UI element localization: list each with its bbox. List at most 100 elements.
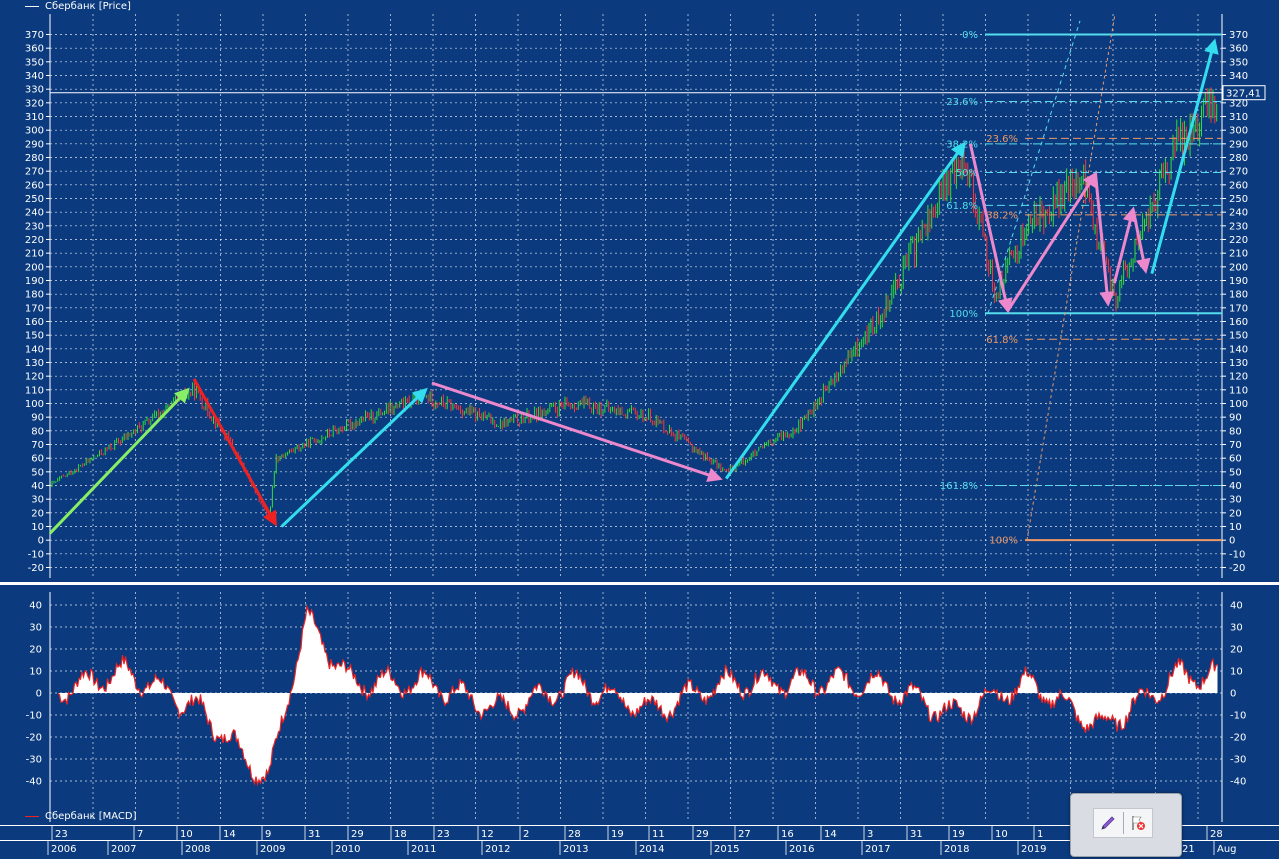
price-legend-label: Сбербанк [Price] — [45, 1, 131, 12]
price-tick-label-right: 120 — [1229, 372, 1248, 383]
date-day-label: 3 — [867, 829, 873, 840]
date-year-label: 2008 — [185, 844, 210, 855]
price-tick-label-right: 130 — [1229, 358, 1248, 369]
trend-arrow — [1112, 206, 1138, 284]
price-tick-label-right: 160 — [1229, 317, 1248, 328]
price-tick-label: 70 — [31, 440, 44, 451]
price-tick-label-right: 40 — [1229, 481, 1242, 492]
price-tick-label-right: -10 — [1229, 549, 1245, 560]
macd-tick-label: -40 — [26, 777, 42, 788]
macd-chart-svg[interactable]: 40 40 30 30 20 20 10 10 0 0 -10 -10 -20 -20 -30 -30 -40 -… — [0, 587, 1279, 822]
date-year-label: 2019 — [1021, 844, 1046, 855]
date-year-label: 2014 — [639, 844, 664, 855]
trend-arrow — [431, 381, 723, 483]
date-day-label: 10 — [180, 829, 193, 840]
fib-level-label: 38.2% — [986, 210, 1018, 221]
price-legend-swatch — [25, 5, 39, 7]
price-tick-label: 300 — [25, 126, 44, 137]
price-tick-label: -10 — [28, 549, 44, 560]
price-tick-label-right: 210 — [1229, 249, 1248, 260]
price-tick-label-right: 140 — [1229, 344, 1248, 355]
date-year-label: 2018 — [944, 844, 969, 855]
date-day-label: 29 — [696, 829, 709, 840]
price-tick-label: 120 — [25, 372, 44, 383]
date-day-label: 2 — [523, 829, 529, 840]
price-tick-label-right: 240 — [1229, 208, 1248, 219]
price-chart[interactable]: -20 -20 -10 -10 0 0 10 10 20 20 30 30 40 40 50 50 60 60 70… — [0, 0, 1279, 580]
price-grid — [50, 14, 1222, 578]
date-day-label: 7 — [137, 829, 143, 840]
price-tick-label: 0 — [38, 536, 44, 547]
date-year-label: 2006 — [51, 844, 76, 855]
price-tick-label: 220 — [25, 235, 44, 246]
fib-level-label: 100% — [949, 309, 978, 320]
panel-divider[interactable] — [0, 582, 1279, 585]
macd-legend-label: Сбербанк [MACD] — [45, 811, 137, 822]
price-tick-label: 250 — [25, 194, 44, 205]
price-tick-label: 210 — [25, 249, 44, 260]
date-year-label: 21 — [1182, 844, 1195, 855]
price-tick-label-right: 110 — [1229, 385, 1248, 396]
toolbar-popup — [1070, 793, 1182, 857]
price-tick-label: 80 — [31, 426, 44, 437]
price-tick-label-right: 50 — [1229, 467, 1242, 478]
price-chart-svg[interactable]: -20 -20 -10 -10 0 0 10 10 20 20 30 30 40 40 50 50 60 60 70… — [0, 0, 1279, 580]
fib-fan-line — [987, 20, 1081, 314]
price-tick-label-right: 360 — [1229, 44, 1248, 55]
price-tick-label: 10 — [31, 522, 44, 533]
trend-arrow — [1150, 38, 1219, 275]
price-tick-label-right: 70 — [1229, 440, 1242, 451]
fib-level-label: 23.6% — [986, 134, 1018, 145]
macd-legend: Сбербанк [MACD] — [25, 811, 136, 822]
fib-level-label: 61.8% — [986, 335, 1018, 346]
remove-flag-icon[interactable] — [1129, 814, 1147, 832]
date-day-label: 12 — [481, 829, 494, 840]
macd-tick-label-right: 10 — [1230, 667, 1243, 678]
price-tick-label-right: 340 — [1229, 71, 1248, 82]
price-tick-label: -20 — [28, 563, 44, 574]
macd-tick-label-right: -40 — [1230, 777, 1246, 788]
macd-tick-label: -20 — [26, 733, 42, 744]
price-tick-label: 150 — [25, 331, 44, 342]
price-tick-label: 100 — [25, 399, 44, 410]
trend-arrow — [192, 378, 277, 527]
last-price-box — [1222, 85, 1266, 101]
fib-level-label: 161.8% — [940, 481, 978, 492]
date-day-label: 1 — [1037, 829, 1043, 840]
date-year-label: 2015 — [714, 844, 739, 855]
date-axis-svg: 23 7 10 14 9 31 29 18 23 12 2 28 19 11 29 27 16 14 3 31 19 10… — [0, 825, 1279, 855]
date-year-label: Aug — [1217, 844, 1237, 855]
price-tick-label: 200 — [25, 262, 44, 273]
macd-tick-label: -30 — [26, 755, 42, 766]
price-tick-label: 350 — [25, 57, 44, 68]
pen-icon[interactable] — [1099, 814, 1117, 832]
date-year-label: 2016 — [789, 844, 814, 855]
macd-histogram — [58, 606, 1218, 785]
date-day-label: 31 — [910, 829, 923, 840]
price-tick-label: 320 — [25, 98, 44, 109]
fib-level-label: 61.8% — [946, 201, 978, 212]
price-tick-label: 240 — [25, 208, 44, 219]
price-tick-label: 270 — [25, 167, 44, 178]
fib-level-label: 23.6% — [946, 97, 978, 108]
last-price-label: 327,41 — [1226, 89, 1261, 100]
date-day-label: 27 — [738, 829, 751, 840]
price-tick-label-right: 370 — [1229, 30, 1248, 41]
price-tick-label: 190 — [25, 276, 44, 287]
toolbar-popup-body — [1093, 808, 1153, 838]
price-tick-label: 330 — [25, 85, 44, 96]
price-tick-label-right: 20 — [1229, 508, 1242, 519]
macd-tick-label-right: 40 — [1230, 601, 1243, 612]
trend-arrow — [280, 387, 428, 528]
price-tick-label-right: 290 — [1229, 139, 1248, 150]
fib-level-label: 0% — [962, 30, 978, 41]
date-day-label: 23 — [437, 829, 450, 840]
price-tick-label: 260 — [25, 180, 44, 191]
macd-tick-label-right: 0 — [1230, 689, 1236, 700]
price-tick-label: 170 — [25, 303, 44, 314]
price-tick-label-right: 270 — [1229, 167, 1248, 178]
macd-chart[interactable]: 40 40 30 30 20 20 10 10 0 0 -10 -10 -20 -20 -30 -30 -40 -… — [0, 587, 1279, 822]
macd-tick-label-right: -20 — [1230, 733, 1246, 744]
trend-arrow — [1094, 173, 1115, 307]
date-day-label: 9 — [265, 829, 271, 840]
